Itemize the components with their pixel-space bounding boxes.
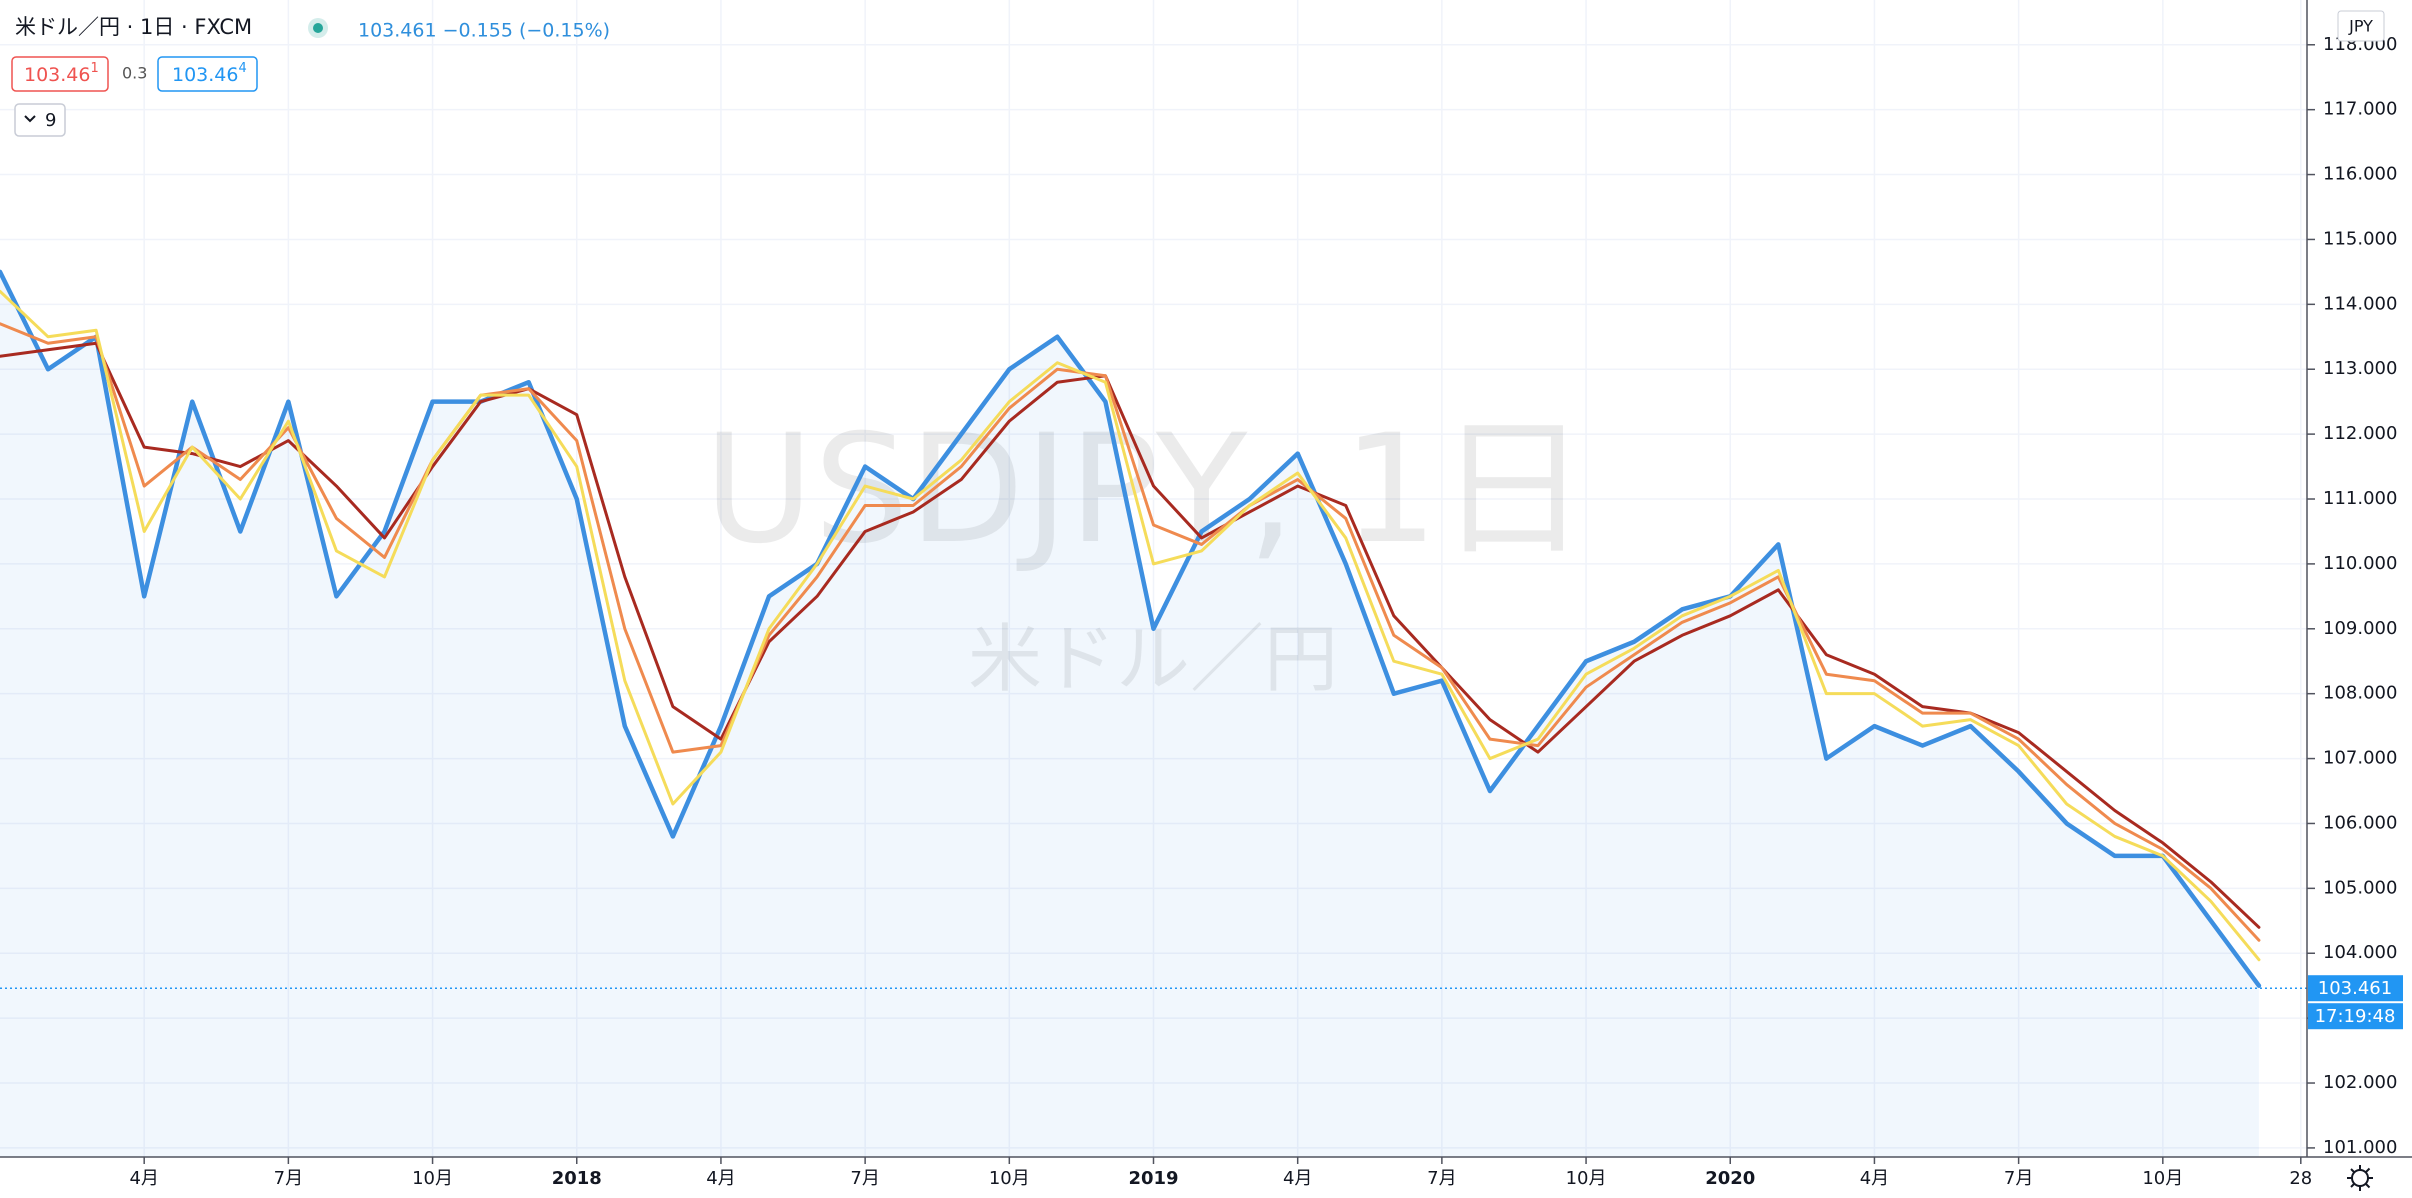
y-tick-label: 109.000 (2323, 618, 2397, 639)
x-tick-label: 7月 (274, 1168, 303, 1189)
sell-price-sup[interactable]: 1 (90, 61, 98, 76)
x-tick-label: 10月 (2142, 1168, 2183, 1189)
y-tick-label: 112.000 (2323, 423, 2397, 444)
y-tick-label: 115.000 (2323, 228, 2397, 249)
x-tick-label: 4月 (1860, 1168, 1889, 1189)
price-line (0, 269, 2262, 988)
x-tick-label: 7月 (1427, 1168, 1456, 1189)
countdown-box (2308, 1003, 2403, 1030)
ribbon-line (0, 289, 2261, 962)
x-tick-label: 28 (2289, 1168, 2312, 1189)
indicator-toggle[interactable] (14, 103, 66, 137)
y-tick-label: 110.000 (2323, 553, 2397, 574)
buy-price-main[interactable]: 103.46 (172, 64, 238, 86)
buy-price-sup[interactable]: 4 (238, 61, 246, 76)
price-area (0, 271, 2259, 1158)
x-tick-label: 10月 (412, 1168, 453, 1189)
currency[interactable]: JPY (2348, 17, 2373, 36)
x-tick-label: 2018 (552, 1168, 602, 1189)
settings-spokes[interactable] (2347, 1165, 2373, 1191)
countdown-label: 17:19:48 (2315, 1006, 2396, 1027)
x-tick-label: 7月 (850, 1168, 879, 1189)
x-tick-label: 2019 (1128, 1168, 1178, 1189)
y-tick-label: 106.000 (2323, 812, 2397, 833)
y-tick-label: 111.000 (2323, 488, 2397, 509)
status-dot (313, 23, 323, 33)
sell-price-main[interactable]: 103.46 (24, 64, 90, 86)
y-tick-label: 113.000 (2323, 358, 2397, 379)
y-tick-label: 114.000 (2323, 293, 2397, 314)
currency-box[interactable] (2337, 10, 2385, 42)
x-tick-label: 10月 (989, 1168, 1030, 1189)
x-tick-label: 4月 (1283, 1168, 1312, 1189)
y-tick-label: 107.000 (2323, 748, 2397, 769)
buy-box[interactable] (157, 56, 258, 92)
y-tick-label: 104.000 (2323, 942, 2397, 963)
sell-price[interactable]: 103.461 (24, 61, 99, 86)
last-price-box (2308, 975, 2403, 1002)
ribbon-line (0, 322, 2261, 942)
axes: 101.000102.000103.000104.000105.000106.0… (129, 34, 2403, 1189)
last-price-label: 103.461 (2318, 978, 2392, 999)
x-tick-label: 2020 (1705, 1168, 1755, 1189)
settings-icon[interactable] (2347, 1165, 2373, 1191)
price-change: 103.461 −0.155 (−0.15%) (358, 20, 610, 42)
ribbon-line (0, 341, 2261, 929)
y-tick-label: 108.000 (2323, 683, 2397, 704)
y-tick-label: 105.000 (2323, 877, 2397, 898)
x-tick-label: 4月 (129, 1168, 158, 1189)
sell-box[interactable] (11, 56, 109, 92)
y-tick-label: 101.000 (2323, 1137, 2397, 1158)
x-tick-label: 10月 (1566, 1168, 1607, 1189)
y-tick-label: 102.000 (2323, 1072, 2397, 1093)
y-tick-label: 116.000 (2323, 164, 2397, 185)
plot (0, 269, 2307, 1158)
chevron-icon (24, 115, 36, 123)
buy-price[interactable]: 103.464 (172, 61, 247, 86)
x-tick-label: 4月 (706, 1168, 735, 1189)
x-tick-label: 7月 (2004, 1168, 2033, 1189)
symbol-title: 米ドル／円 · 1日 · FXCM (15, 15, 252, 39)
spread: 0.3 (122, 64, 147, 83)
indicator-count[interactable]: 9 (45, 110, 56, 131)
y-tick-label: 117.000 (2323, 99, 2397, 120)
